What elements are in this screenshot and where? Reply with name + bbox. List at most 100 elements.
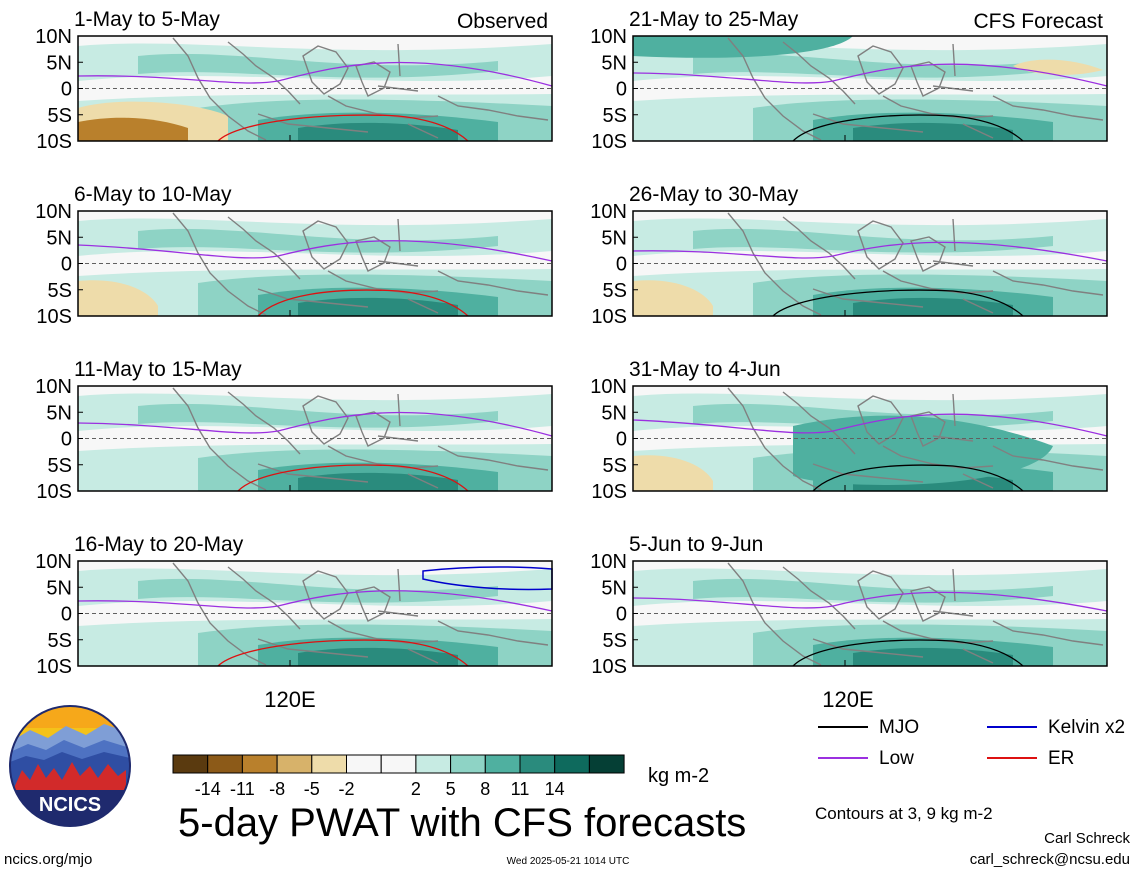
pwat-anomaly-shading <box>138 578 498 603</box>
coastline <box>857 220 904 270</box>
coastline <box>302 570 349 620</box>
coastline <box>932 393 974 442</box>
colorbar-swatch <box>519 754 556 774</box>
contours-note: Contours at 3, 9 kg m-2 <box>815 804 993 823</box>
lat-tick-label: 5S <box>48 630 72 652</box>
pwat-anomaly-shading <box>633 280 713 316</box>
pwat-anomaly-shading <box>853 122 1013 141</box>
panel-title: 16-May to 20-May <box>74 533 244 556</box>
lat-tick-label: 0 <box>61 604 72 626</box>
colorbar-tick-label: 8 <box>480 779 490 799</box>
lat-tick-label: 10S <box>591 306 627 328</box>
coastline <box>172 562 267 666</box>
coastline <box>727 37 822 141</box>
author-email: carl_schreck@ncsu.edu <box>970 851 1130 868</box>
coastline <box>857 570 904 620</box>
pwat-anomaly-shading <box>298 647 458 666</box>
pwat-anomaly-shading <box>853 647 1013 666</box>
main-title: 5-day PWAT with CFS forecasts <box>178 801 746 845</box>
coastline <box>812 113 924 133</box>
coastline <box>327 445 439 469</box>
lat-tick-label: 5N <box>46 52 72 74</box>
lat-tick-label: 10S <box>36 306 72 328</box>
lat-tick-label: 5S <box>48 105 72 127</box>
low-contour <box>632 241 1108 262</box>
colorbar-tick-label: -14 <box>195 779 221 799</box>
coastline <box>407 123 439 139</box>
coastline <box>302 220 349 270</box>
coastline <box>257 288 369 308</box>
coastline <box>377 218 419 267</box>
coastline <box>355 411 391 447</box>
coastline <box>227 41 301 105</box>
colorbar-tick-label: 11 <box>511 779 530 799</box>
coastline <box>227 566 301 630</box>
colorbar-swatch <box>450 754 486 774</box>
coastline <box>227 391 301 455</box>
coastline <box>962 298 994 314</box>
coastline <box>812 638 924 658</box>
lat-tick-label: 0 <box>616 79 627 101</box>
colorbar-swatch <box>554 754 590 774</box>
low-contour <box>632 591 1108 612</box>
coastline <box>437 445 549 471</box>
lat-tick-label: 5N <box>46 577 72 599</box>
lon-label-left: 120E <box>264 687 315 712</box>
anomaly-contour <box>257 289 469 317</box>
coastline <box>962 648 994 664</box>
map-panel: 10N 5N 0 5S 10S 21-May to 25-May CFS Forecast <box>590 8 1108 153</box>
anomaly-contour <box>812 464 1024 492</box>
lat-tick-label: 10N <box>590 201 627 223</box>
anomaly-contour <box>237 464 469 492</box>
colorbar-swatch <box>241 754 278 774</box>
pwat-anomaly-shading <box>138 403 498 428</box>
legend-label: ER <box>1048 748 1074 769</box>
anomaly-contour <box>792 639 1024 667</box>
legend: MJO Kelvin x2 Low ER <box>818 717 1125 769</box>
lat-tick-label: 10N <box>590 26 627 48</box>
lat-tick-label: 10N <box>35 201 72 223</box>
pwat-anomaly-shading <box>138 228 498 253</box>
pwat-anomaly-shading <box>693 228 1053 253</box>
colorbar-swatch <box>484 754 521 774</box>
panel-title: 1-May to 5-May <box>74 8 220 31</box>
low-contour <box>77 590 553 612</box>
lat-tick-label: 10N <box>35 376 72 398</box>
colorbar-tick-label: 2 <box>411 779 421 799</box>
lat-tick-label: 0 <box>61 429 72 451</box>
coastline <box>910 236 946 272</box>
panel-tag: CFS Forecast <box>973 10 1103 33</box>
lat-tick-label: 10S <box>36 131 72 153</box>
coastline <box>882 95 994 119</box>
coastline <box>910 411 946 447</box>
lat-tick-label: 10S <box>591 131 627 153</box>
coastline <box>962 473 994 489</box>
low-contour <box>632 413 1108 437</box>
low-contour <box>77 61 553 87</box>
panel-title: 26-May to 30-May <box>629 183 799 206</box>
coastline <box>355 586 391 622</box>
colorbar-tick-label: -5 <box>304 779 320 799</box>
coastline <box>932 568 974 617</box>
coastline <box>932 218 974 267</box>
pwat-anomaly-shading <box>298 122 458 141</box>
lat-tick-label: 5N <box>601 402 627 424</box>
lat-tick-label: 0 <box>616 254 627 276</box>
website: ncics.org/mjo <box>4 851 92 868</box>
coastline <box>932 43 974 92</box>
lat-tick-label: 5S <box>603 280 627 302</box>
author: Carl Schreck <box>1044 830 1130 847</box>
coastline <box>882 270 994 294</box>
coastline <box>857 395 904 445</box>
coastline <box>782 216 856 280</box>
pwat-anomaly-shading <box>693 403 1053 428</box>
coastline <box>910 586 946 622</box>
coastline <box>227 216 301 280</box>
coastline <box>407 473 439 489</box>
coastline <box>992 620 1104 646</box>
map-panel: 10N 5N 0 5S 10S 16-May to 20-May <box>35 533 553 678</box>
pwat-anomaly-shading <box>633 455 713 491</box>
anomaly-contour <box>217 639 469 667</box>
timestamp: Wed 2025-05-21 1014 UTC <box>507 856 630 867</box>
anomaly-contour <box>217 114 469 142</box>
